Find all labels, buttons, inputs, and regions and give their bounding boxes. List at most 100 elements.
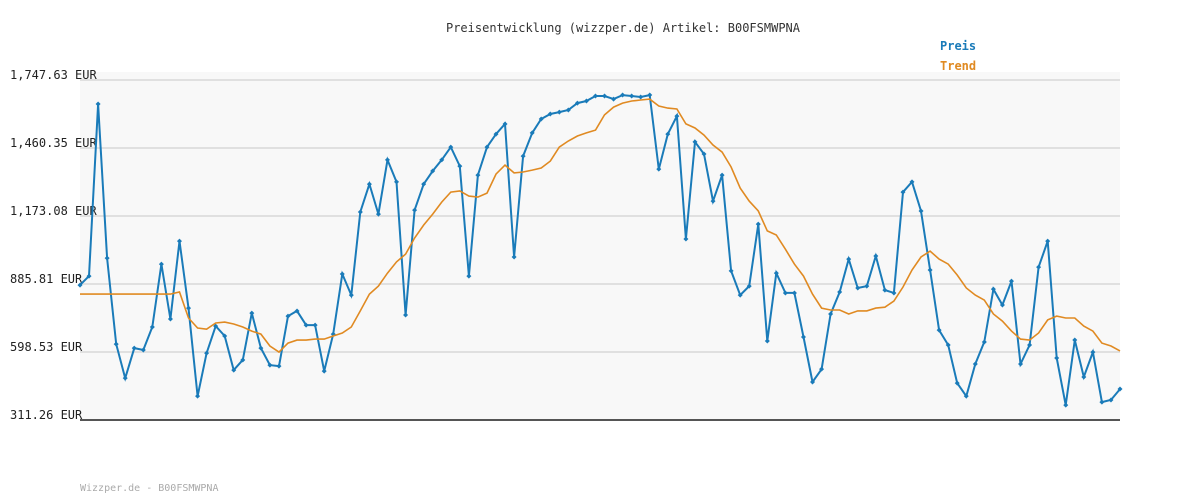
point	[231, 367, 237, 373]
point	[1027, 342, 1033, 348]
point	[167, 316, 173, 322]
footer: Wizzper.de - B00FSMWPNA	[80, 483, 218, 494]
point	[1081, 374, 1087, 380]
point	[936, 327, 942, 333]
y-tick-label: 598.53 EUR	[10, 340, 83, 354]
line	[79, 93, 1121, 406]
point	[294, 308, 300, 314]
point	[204, 350, 210, 356]
point	[837, 289, 843, 295]
point	[773, 270, 779, 276]
point	[448, 144, 454, 150]
point	[1099, 399, 1105, 405]
point	[611, 96, 617, 102]
point	[864, 283, 870, 289]
point	[122, 375, 128, 381]
point	[764, 338, 770, 344]
point	[629, 93, 635, 99]
point	[186, 305, 192, 311]
point	[954, 380, 960, 386]
point	[1108, 397, 1114, 403]
point	[113, 341, 119, 347]
point	[430, 168, 436, 174]
y-tick-label: 1,747.63 EUR	[10, 68, 97, 82]
point	[583, 98, 589, 104]
point	[719, 172, 725, 178]
point	[339, 271, 345, 277]
point	[77, 282, 83, 288]
point	[665, 131, 671, 137]
point	[656, 166, 662, 172]
point	[574, 100, 580, 106]
point	[728, 268, 734, 274]
point	[710, 198, 716, 204]
point	[240, 357, 246, 363]
point	[855, 285, 861, 291]
point	[791, 290, 797, 296]
plot-area	[80, 72, 1120, 420]
point	[484, 144, 490, 150]
chart-title: Preisentwicklung (wizzper.de) Artikel: B…	[446, 21, 801, 35]
legend-label: Preis	[940, 39, 976, 53]
point	[140, 347, 146, 353]
point	[421, 181, 427, 187]
point	[375, 211, 381, 217]
point	[873, 253, 879, 259]
point	[321, 368, 327, 374]
point	[348, 292, 354, 298]
point	[131, 345, 137, 351]
point	[990, 286, 996, 292]
point	[701, 151, 707, 157]
point	[927, 267, 933, 273]
point	[303, 322, 309, 328]
point	[511, 254, 517, 260]
point	[800, 334, 806, 340]
point	[1072, 337, 1078, 343]
point	[674, 113, 680, 119]
point	[475, 172, 481, 178]
point	[909, 179, 915, 185]
point	[782, 290, 788, 296]
point	[846, 256, 852, 262]
point	[1045, 238, 1051, 244]
point	[918, 208, 924, 214]
point	[556, 109, 562, 115]
point	[999, 302, 1005, 308]
point	[104, 255, 110, 261]
point	[95, 101, 101, 107]
point	[403, 312, 409, 318]
point	[755, 221, 761, 227]
point	[882, 287, 888, 293]
point	[620, 92, 626, 98]
point	[891, 290, 897, 296]
point	[493, 131, 499, 137]
point	[158, 261, 164, 267]
point	[267, 362, 273, 368]
point	[457, 163, 463, 169]
point	[683, 236, 689, 242]
point	[972, 361, 978, 367]
point	[647, 92, 653, 98]
point	[366, 181, 372, 187]
legend-label: Trend	[940, 59, 976, 73]
point	[285, 313, 291, 319]
point	[357, 209, 363, 215]
point	[565, 107, 571, 113]
point	[592, 93, 598, 99]
point	[828, 311, 834, 317]
y-tick-label: 311.26 EUR	[10, 408, 83, 422]
point	[520, 153, 526, 159]
point	[638, 94, 644, 100]
point	[1090, 349, 1096, 355]
point	[538, 116, 544, 122]
point	[746, 283, 752, 289]
point	[276, 363, 282, 369]
point	[810, 379, 816, 385]
point	[1117, 386, 1123, 392]
y-tick-label: 885.81 EUR	[10, 272, 83, 286]
point	[1036, 264, 1042, 270]
line	[80, 98, 1121, 354]
point	[737, 292, 743, 298]
